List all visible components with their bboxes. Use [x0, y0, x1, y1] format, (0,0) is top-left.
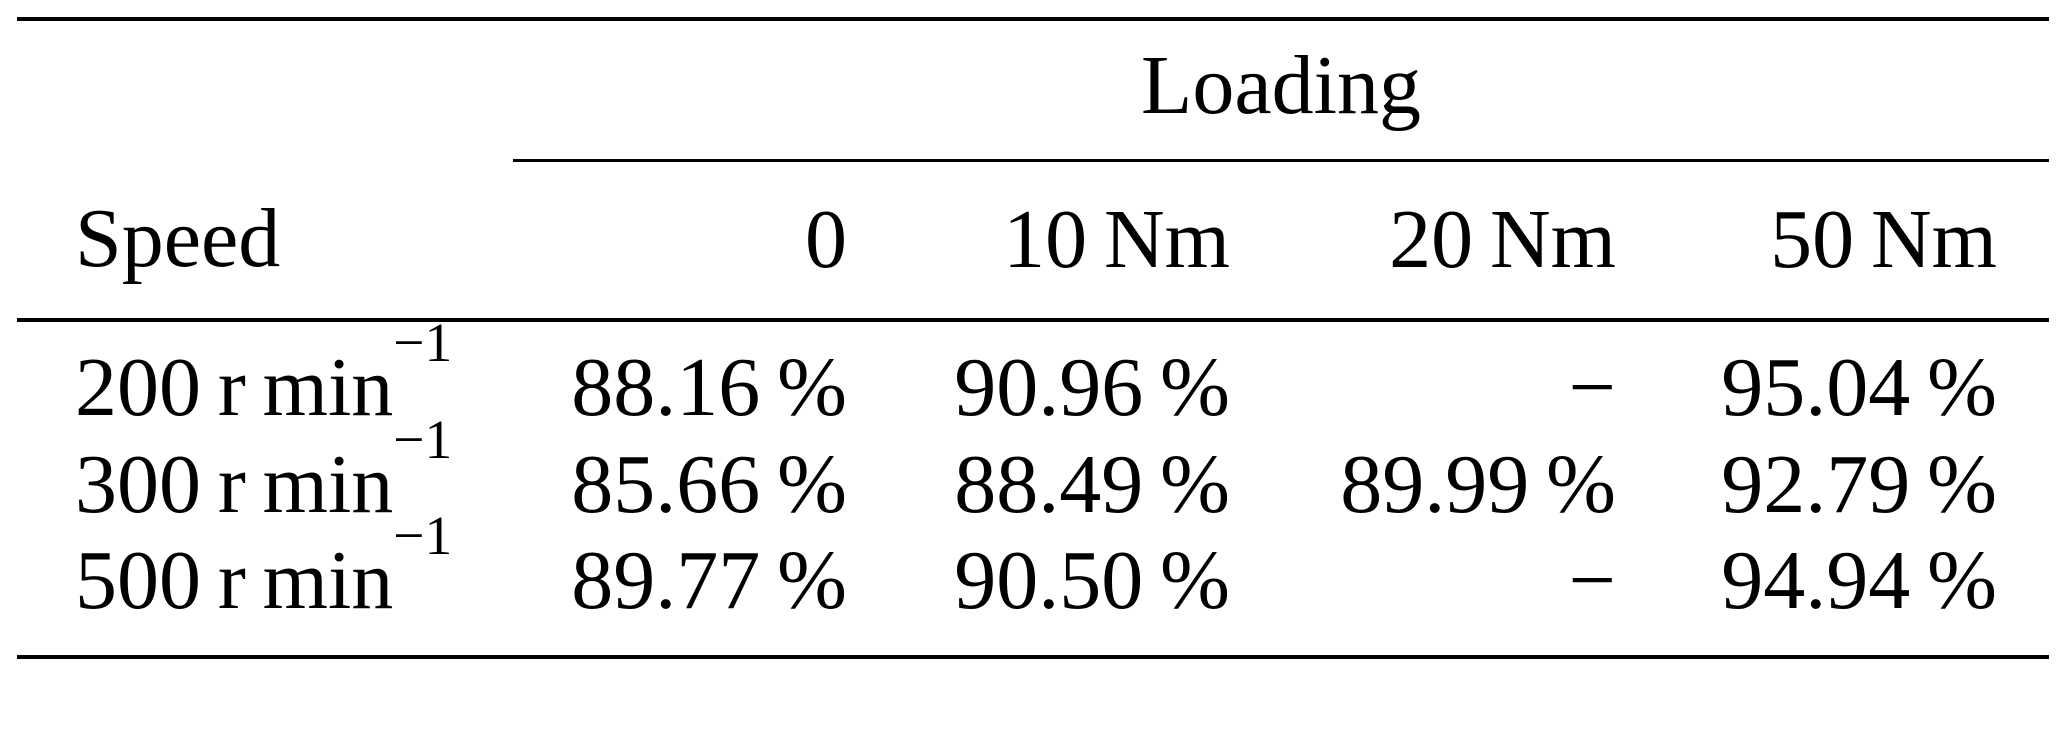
column-header-load-50nm: 50 Nm [1668, 160, 2049, 322]
efficiency-500rpm-10nm: 90.50 % [954, 534, 1230, 627]
row-header-200rpm: 200 r min−1 [17, 315, 513, 434]
speed-value-unit: 200 r min [75, 341, 394, 434]
row-header-500rpm: 500 r min−1 [17, 508, 513, 657]
efficiency-300rpm-50nm: 92.79 % [1721, 437, 1997, 531]
efficiency-200rpm-50nm: 95.04 % [1721, 341, 1997, 434]
efficiency-300rpm-10nm: 88.49 % [954, 437, 1230, 531]
efficiency-200rpm-20nm: − [1568, 341, 1616, 434]
efficiency-500rpm-0: 89.77 % [571, 534, 847, 627]
efficiency-200rpm-10nm: 90.96 % [954, 341, 1230, 434]
efficiency-300rpm-20nm: 89.99 % [1340, 437, 1616, 531]
speed-value-unit: 500 r min [75, 534, 394, 627]
table-row-200rpm: 200 r min−1 88.16 % 90.96 % − 95.04 % [17, 315, 2049, 434]
row-header-300rpm: 300 r min−1 [17, 411, 513, 538]
efficiency-300rpm-0: 85.66 % [571, 437, 847, 531]
unit-exponent: −1 [393, 408, 453, 470]
column-header-speed: Speed [17, 160, 513, 322]
unit-exponent: −1 [393, 505, 453, 567]
column-header-load-0: 0 [513, 160, 899, 322]
group-header-row: Loading [17, 19, 2049, 162]
table-row-500rpm: 500 r min−1 89.77 % 90.50 % − 94.94 % [17, 508, 2049, 657]
table-row-300rpm: 300 r min−1 85.66 % 88.49 % 89.99 % 92.7… [17, 411, 2049, 538]
column-header-row: Speed 0 10 Nm 20 Nm 50 Nm [17, 160, 2049, 322]
efficiency-200rpm-0: 88.16 % [571, 341, 847, 434]
group-header-loading: Loading [513, 19, 2049, 162]
group-header-spacer [17, 19, 513, 160]
efficiency-500rpm-20nm: − [1568, 534, 1616, 627]
efficiency-500rpm-50nm: 94.94 % [1721, 534, 1997, 627]
speed-value-unit: 300 r min [75, 437, 394, 531]
column-header-load-10nm: 10 Nm [899, 160, 1282, 322]
column-header-load-20nm: 20 Nm [1282, 160, 1668, 322]
efficiency-table: Loading Speed 0 10 Nm 20 Nm 50 Nm 200 r … [17, 17, 2049, 659]
unit-exponent: −1 [393, 312, 453, 374]
